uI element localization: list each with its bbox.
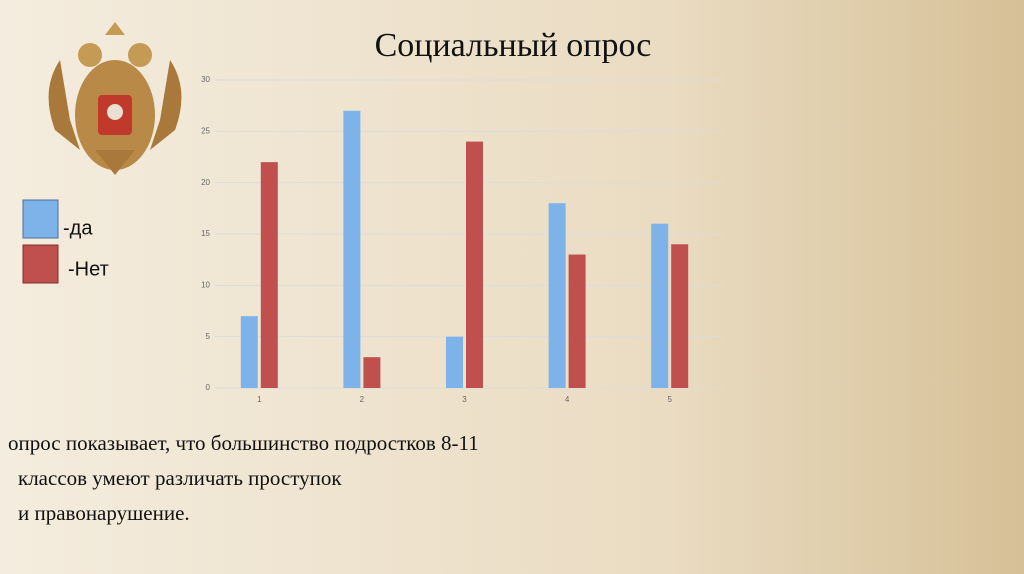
y-tick-label: 20 [201,178,210,187]
chart-title: Социальный опрос [375,27,652,64]
annotation: и правонарушение. [18,501,190,525]
legend-swatch [22,199,59,239]
y-tick-label: 10 [201,280,210,289]
bar [446,336,463,388]
y-tick-label: 15 [201,229,210,238]
x-tick-label: 2 [360,395,365,404]
x-tick-label: 4 [565,395,570,404]
x-tick-label: 1 [257,395,262,404]
x-tick-label: 3 [462,395,467,404]
legend-label: -да [63,217,93,239]
y-tick-label: 25 [201,126,210,135]
y-tick-label: 30 [201,75,210,84]
y-tick-label: 0 [206,383,211,392]
bar [260,162,278,388]
bar [240,316,258,388]
bar [343,110,361,389]
bar [363,357,381,388]
bar [568,254,586,388]
annotation: классов умеют различать проступок [18,466,342,490]
annotation: опрос показывает, что большинство подрос… [8,431,479,455]
legend-label: -Нет [68,258,109,280]
legend-swatch [22,244,59,284]
bar [651,223,669,388]
y-tick-label: 5 [206,332,211,341]
emblem [48,22,182,175]
x-tick-label: 5 [667,395,672,404]
bar [466,141,483,388]
bar [548,203,566,388]
bar [671,244,689,388]
